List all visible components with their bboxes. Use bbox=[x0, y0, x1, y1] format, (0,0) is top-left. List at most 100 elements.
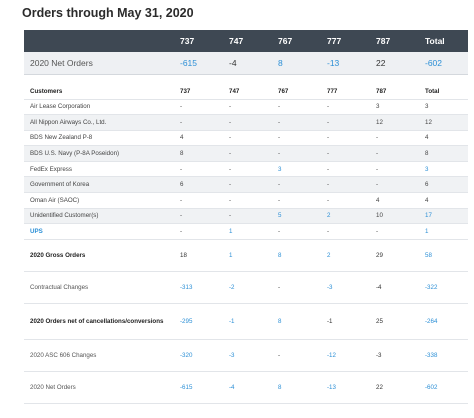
customer-order-count: - bbox=[174, 208, 223, 225]
totals-value[interactable]: 58 bbox=[419, 239, 468, 272]
customer-order-count[interactable]: 1 bbox=[223, 223, 272, 240]
summary-value[interactable]: 8 bbox=[272, 52, 321, 75]
customer-order-count: 8 bbox=[419, 145, 468, 162]
customer-name: Air Lease Corporation bbox=[24, 99, 174, 116]
totals-value[interactable]: -320 bbox=[174, 339, 223, 372]
totals-value[interactable]: -295 bbox=[174, 303, 223, 340]
customer-order-count[interactable]: 3 bbox=[419, 161, 468, 178]
detail-col-header: 767 bbox=[272, 84, 321, 100]
customer-order-count: - bbox=[370, 161, 419, 178]
totals-value[interactable]: -602 bbox=[419, 371, 468, 404]
totals-row-label: 2020 ASC 606 Changes bbox=[24, 339, 174, 372]
summary-value: 22 bbox=[370, 52, 419, 75]
customer-order-count[interactable]: 1 bbox=[419, 223, 468, 240]
customer-row: BDS U.S. Navy (P-8A Poseidon) 8- - - -8 bbox=[24, 145, 468, 162]
customer-order-count: - bbox=[370, 176, 419, 194]
customer-name: All Nippon Airways Co., Ltd. bbox=[24, 114, 174, 131]
customer-order-count: - bbox=[321, 192, 370, 209]
customer-order-count: - bbox=[223, 114, 272, 131]
summary-col-header: 787 bbox=[370, 30, 419, 52]
totals-value: - bbox=[272, 271, 321, 304]
summary-col-header: 747 bbox=[223, 30, 272, 52]
totals-value[interactable]: -615 bbox=[174, 371, 223, 404]
customer-order-count: 4 bbox=[174, 130, 223, 147]
totals-value[interactable]: -322 bbox=[419, 271, 468, 304]
summary-value[interactable]: -13 bbox=[321, 52, 370, 75]
customer-order-count: - bbox=[223, 130, 272, 147]
customer-order-count: - bbox=[174, 161, 223, 178]
customer-order-count: 10 bbox=[370, 208, 419, 225]
totals-value[interactable]: -3 bbox=[321, 271, 370, 304]
customer-order-count: - bbox=[321, 114, 370, 131]
customer-row: UPS -1- - -1 bbox=[24, 223, 468, 240]
totals-value[interactable]: -264 bbox=[419, 303, 468, 340]
detail-col-header: 777 bbox=[321, 84, 370, 100]
customer-name: Government of Korea bbox=[24, 176, 174, 194]
customer-row: Unidentified Customer(s) - -5 2 10 17 bbox=[24, 208, 468, 225]
totals-value[interactable]: 8 bbox=[272, 371, 321, 404]
totals-value[interactable]: 2 bbox=[321, 239, 370, 272]
customer-order-count: 3 bbox=[370, 99, 419, 116]
customer-name: FedEx Express bbox=[24, 161, 174, 178]
net-orders-summary-table: 737 747 767 777 787 Total 2020 Net Orders -615… bbox=[24, 30, 468, 75]
customer-order-count: - bbox=[223, 176, 272, 194]
customer-row: All Nippon Airways Co., Ltd. - - - -12 12 bbox=[24, 114, 468, 131]
customer-order-count[interactable]: 3 bbox=[272, 161, 321, 178]
summary-value[interactable]: -615 bbox=[174, 52, 223, 75]
customer-name: Unidentified Customer(s) bbox=[24, 208, 174, 225]
totals-value[interactable]: -3 bbox=[223, 339, 272, 372]
totals-value[interactable]: -2 bbox=[223, 271, 272, 304]
customer-name[interactable]: UPS bbox=[24, 223, 174, 240]
customer-order-count: - bbox=[321, 176, 370, 194]
customer-order-count: - bbox=[223, 208, 272, 225]
customer-order-count: - bbox=[223, 161, 272, 178]
customer-order-count: 3 bbox=[419, 99, 468, 116]
customer-order-count: - bbox=[321, 223, 370, 240]
customer-order-count[interactable]: 17 bbox=[419, 208, 468, 225]
customer-order-count: 12 bbox=[419, 114, 468, 131]
detail-col-header: 737 bbox=[174, 84, 223, 100]
customer-row: FedEx Express - -3- -3 bbox=[24, 161, 468, 178]
customer-order-count: - bbox=[272, 99, 321, 116]
customer-order-count[interactable]: 5 bbox=[272, 208, 321, 225]
detail-col-header: 787 bbox=[370, 84, 419, 100]
totals-value[interactable]: -12 bbox=[321, 339, 370, 372]
summary-col-header: 767 bbox=[272, 30, 321, 52]
totals-row-label: 2020 Orders net of cancellations/convers… bbox=[24, 303, 174, 340]
totals-value[interactable]: -4 bbox=[223, 371, 272, 404]
totals-value[interactable]: 1 bbox=[223, 239, 272, 272]
totals-value: -1 bbox=[321, 303, 370, 340]
totals-row: Contractual Changes -313 -2- -3 -4 -322 bbox=[24, 271, 468, 304]
customer-row: Oman Air (SAOC) - - - -4 4 bbox=[24, 192, 468, 209]
totals-row: 2020 Gross Orders 18 1 8 2 29 58 bbox=[24, 239, 468, 272]
customer-order-count: - bbox=[370, 130, 419, 147]
detail-col-header: Customers bbox=[24, 84, 174, 100]
totals-row: 2020 Orders net of cancellations/convers… bbox=[24, 303, 468, 340]
customer-orders-table: Customers 737 747 767 777 787 Total Air Lease … bbox=[24, 84, 468, 404]
customer-order-count: - bbox=[272, 130, 321, 147]
customer-order-count: 4 bbox=[419, 192, 468, 209]
totals-row-label: Contractual Changes bbox=[24, 271, 174, 304]
detail-header-row: Customers 737 747 767 777 787 Total bbox=[24, 84, 468, 100]
customer-order-count: 8 bbox=[174, 145, 223, 162]
customer-order-count: - bbox=[272, 176, 321, 194]
totals-value[interactable]: -1 bbox=[223, 303, 272, 340]
totals-value[interactable]: -313 bbox=[174, 271, 223, 304]
summary-header-row: 737 747 767 777 787 Total bbox=[24, 30, 468, 52]
customer-order-count: - bbox=[321, 130, 370, 147]
customer-order-count: 12 bbox=[370, 114, 419, 131]
totals-row-label: 2020 Net Orders bbox=[24, 371, 174, 404]
totals-value: 22 bbox=[370, 371, 419, 404]
totals-row-label: 2020 Gross Orders bbox=[24, 239, 174, 272]
summary-net-orders-row: 2020 Net Orders -615 -4 8 -13 22 -602 bbox=[24, 52, 468, 75]
summary-value[interactable]: -602 bbox=[419, 52, 468, 75]
totals-value: 29 bbox=[370, 239, 419, 272]
customer-order-count[interactable]: 2 bbox=[321, 208, 370, 225]
totals-value[interactable]: -338 bbox=[419, 339, 468, 372]
totals-value[interactable]: -13 bbox=[321, 371, 370, 404]
customer-order-count: 6 bbox=[419, 176, 468, 194]
totals-value[interactable]: 8 bbox=[272, 303, 321, 340]
summary-col-header: Total bbox=[419, 30, 468, 52]
totals-value[interactable]: 8 bbox=[272, 239, 321, 272]
customer-name: Oman Air (SAOC) bbox=[24, 192, 174, 209]
